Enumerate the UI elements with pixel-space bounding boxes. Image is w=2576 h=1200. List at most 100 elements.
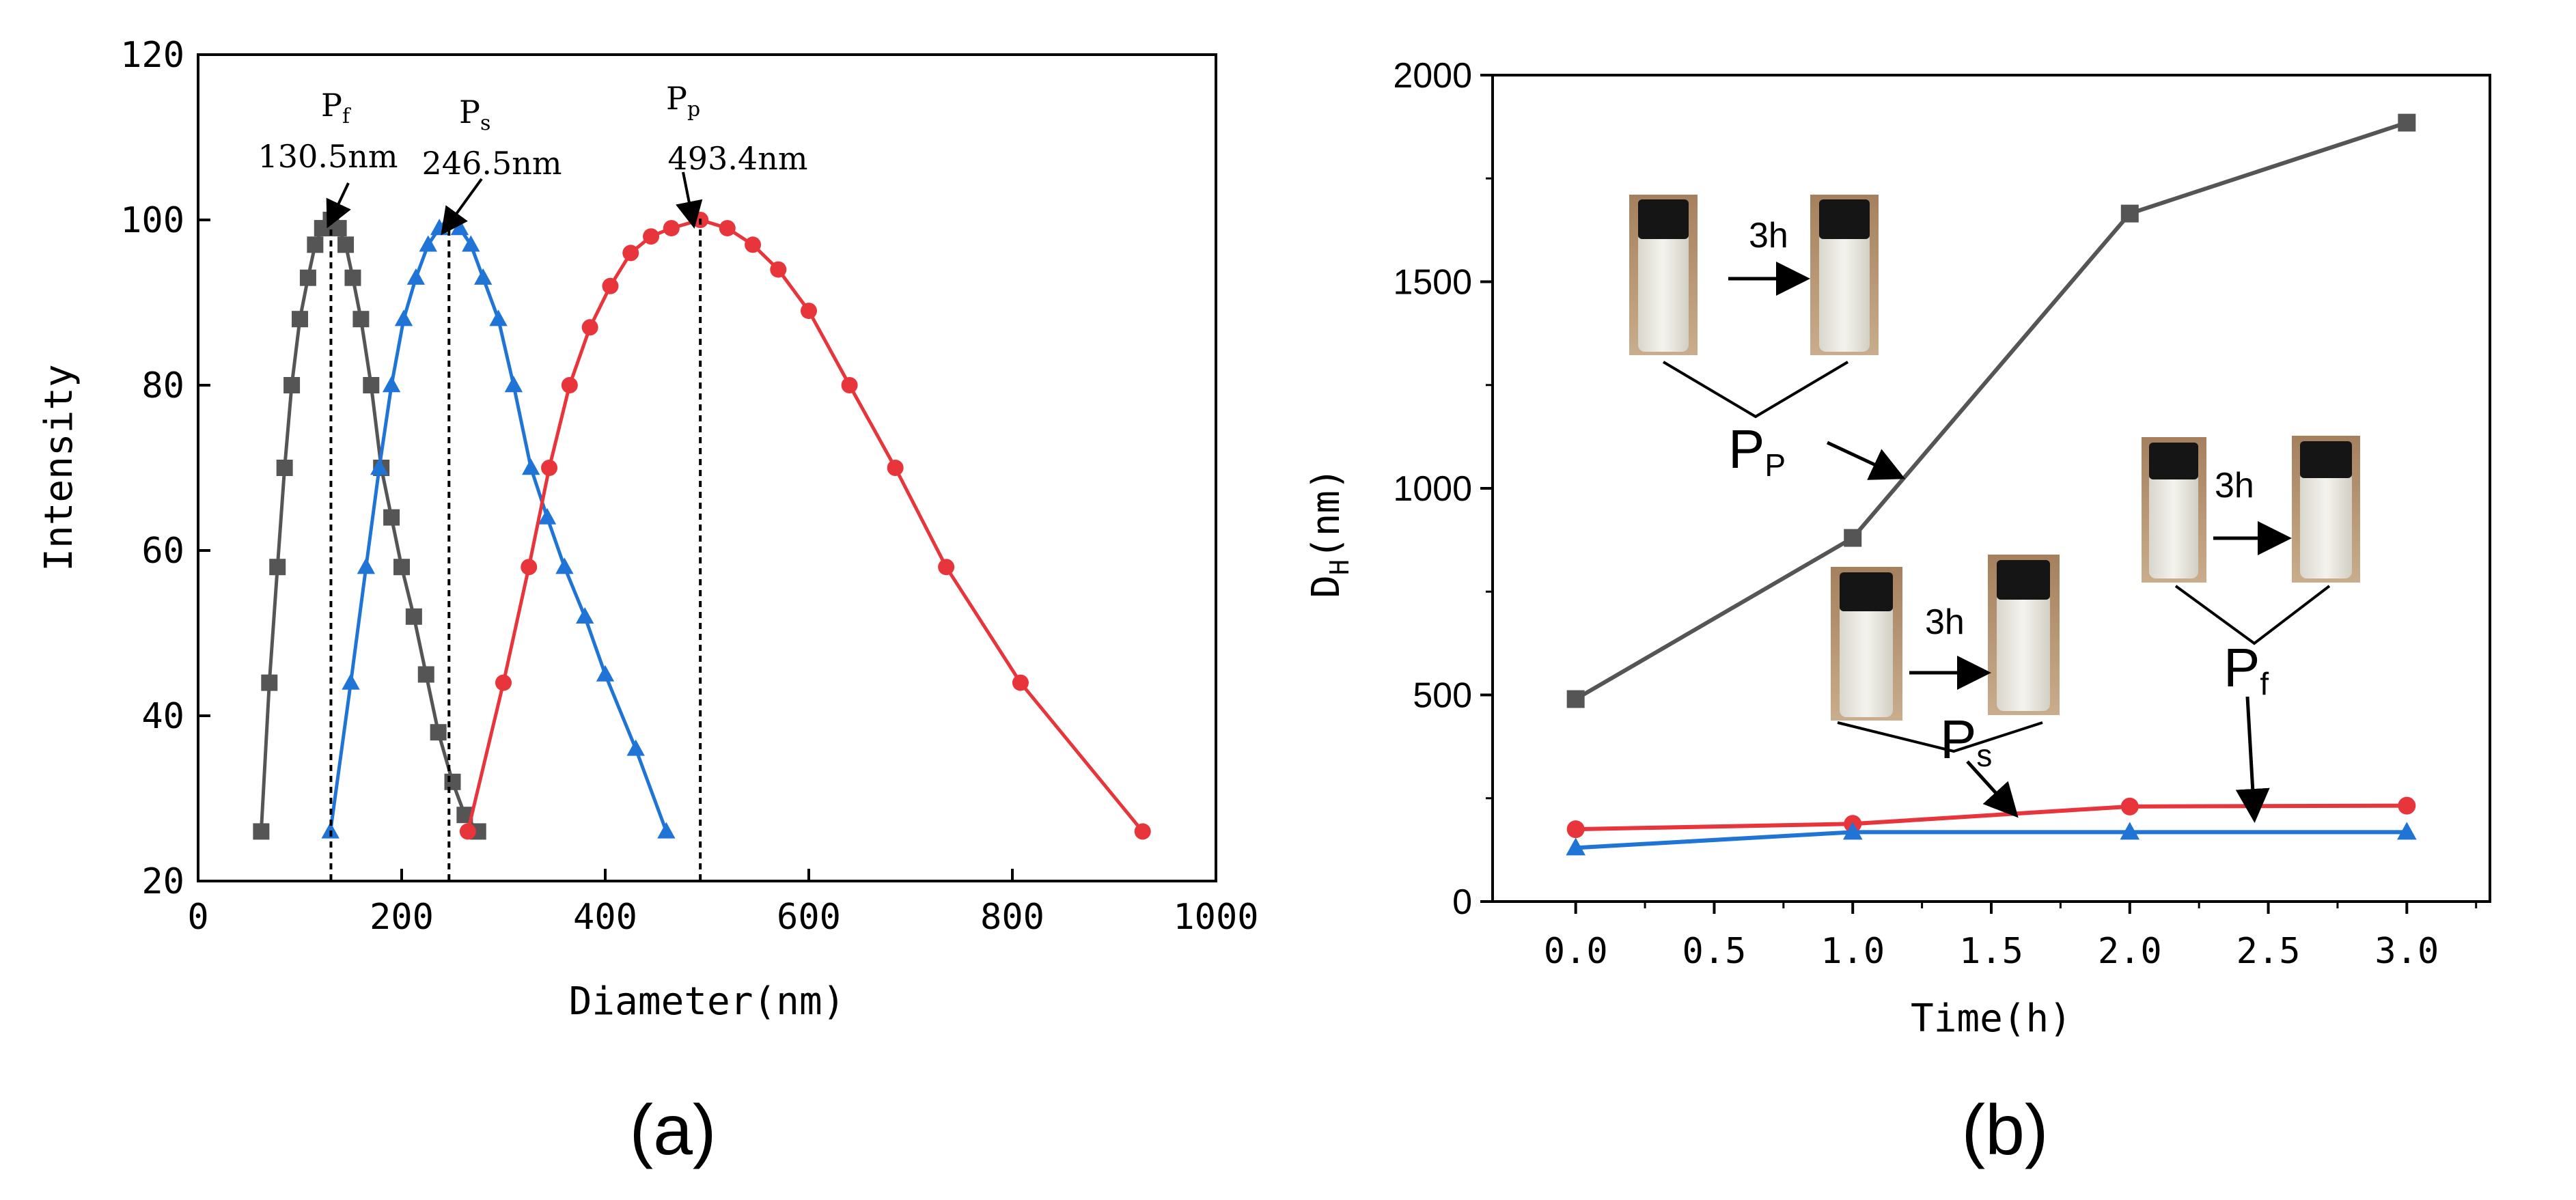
panel-a-point-pf xyxy=(330,220,347,237)
panel-a-xtick-label: 400 xyxy=(573,897,637,938)
panel-a-point-ps xyxy=(357,557,376,574)
panel-a-point-ps xyxy=(342,673,360,690)
panel-b-series xyxy=(1566,113,2417,856)
inset-ps-photo-before xyxy=(1831,567,1902,721)
panel-a-point-ps xyxy=(538,507,557,525)
panel-a-point-pp xyxy=(938,559,955,576)
panel-b-point-ps xyxy=(2397,822,2417,840)
panel-b-ytick-label: 1500 xyxy=(1393,263,1472,303)
inset-ps-label: Ps xyxy=(1940,709,1992,773)
inset-pp-bracket xyxy=(1662,361,1849,419)
panel-a-point-pf xyxy=(417,666,434,683)
panel-a-point-ps xyxy=(394,309,413,326)
panel-a-peak-name: Pf xyxy=(321,87,351,128)
panel-a-peak-arrow xyxy=(676,171,703,229)
panel-a-point-pf xyxy=(292,311,308,328)
panel-a-point-pp xyxy=(745,236,762,253)
panel-a-point-pf xyxy=(299,269,316,286)
inset-pf-time: 3h xyxy=(2215,466,2254,505)
panel-a-point-pf xyxy=(393,559,410,576)
inset-ps-photo-after xyxy=(1988,555,2060,715)
panel-a-plot-frame xyxy=(197,53,1217,882)
panel-b-xtick-label: 0.0 xyxy=(1544,931,1608,972)
panel-b-ylabel-sub: H xyxy=(1325,559,1355,575)
panel-a-ytick-label: 40 xyxy=(141,696,184,737)
panel-b-point-pp xyxy=(1566,690,1585,708)
panel-b-point-pp xyxy=(1844,529,1862,547)
panel-a-point-pp xyxy=(887,460,904,476)
panel-a-point-pf xyxy=(430,724,447,741)
panel-a-point-pp xyxy=(495,674,512,691)
panel-a-peak-value: 130.5nm xyxy=(258,138,398,175)
panel-a-peak-value: 493.4nm xyxy=(668,140,808,177)
panel-a-ylabel: Intensity xyxy=(37,364,81,571)
panel-a-peak-arrow xyxy=(441,178,483,236)
panel-a-point-pp xyxy=(602,277,619,294)
panel-a-xtick-label: 1000 xyxy=(1173,897,1258,938)
panel-a-xtick-label: 600 xyxy=(777,897,841,938)
panel-b-xlabel: Time(h) xyxy=(1911,996,2072,1041)
panel-a-ytick-label: 100 xyxy=(120,200,184,241)
panel-a-ytick-label: 80 xyxy=(141,365,184,406)
panel-a-ytick-label: 120 xyxy=(120,35,184,76)
panel-b-ytick-label: 1000 xyxy=(1393,469,1472,509)
panel-b-ytick-label: 0 xyxy=(1452,882,1472,922)
panel-a-xtick-label: 800 xyxy=(980,897,1044,938)
panel-b-line-ps xyxy=(1575,830,2407,850)
panel-a-point-pp xyxy=(1012,674,1029,691)
panel-a-ticks: 0 200 400 600 800 1000 20 40 60 80 100 120 xyxy=(120,35,1259,938)
panel-a-point-pp xyxy=(801,303,817,320)
inset-pp-pointer xyxy=(1826,441,1906,480)
panel-a-point-pf xyxy=(253,823,270,840)
panel-b-xtick-label: 1.0 xyxy=(1820,931,1885,972)
panel-b-xtick-label: 3.0 xyxy=(2374,931,2439,972)
panel-b-line-pp xyxy=(1575,120,2408,701)
panel-b-point-pf xyxy=(2120,797,2139,815)
panel-b-xtick-label: 2.5 xyxy=(2236,931,2301,972)
panel-b-ytick-label: 2000 xyxy=(1393,56,1472,96)
panel-a-point-pf xyxy=(405,608,422,625)
panel-b-xtick-label: 2.0 xyxy=(2098,931,2162,972)
panel-b-point-pf xyxy=(2398,796,2416,815)
panel-a-point-pf xyxy=(383,509,400,526)
panel-a-point-pf xyxy=(276,460,293,476)
inset-pp-photo-after xyxy=(1810,195,1879,355)
panel-a-series xyxy=(253,210,1151,840)
panel-a-point-pp xyxy=(521,559,538,576)
panel-b-line-pf xyxy=(1575,803,2407,832)
svg-text:DH(nm): DH(nm) xyxy=(1304,467,1355,598)
inset-pf-bracket xyxy=(2174,585,2331,645)
panel-b-ytick-label: 500 xyxy=(1413,676,1472,716)
inset-ps-bracket xyxy=(1837,721,2043,753)
panel-b-point-pp xyxy=(2398,113,2416,132)
panel-a-point-pp xyxy=(841,377,858,393)
panel-a-point-pp xyxy=(541,460,558,476)
panel-b-ylabel-unit: (nm) xyxy=(1304,467,1348,559)
inset-pp: 3h PP xyxy=(1629,195,1906,483)
panel-b-point-pf xyxy=(1566,820,1585,839)
panel-a-ytick-label: 20 xyxy=(141,861,184,902)
panel-a-peak-markers: Pf 130.5nm Ps 246.5nm Pp 493.4nm xyxy=(258,80,808,881)
panel-a-point-pf xyxy=(352,311,370,328)
panel-a-peak-arrow xyxy=(326,182,351,229)
panel-a-peak-value: 246.5nm xyxy=(422,145,562,182)
panel-a-point-ps xyxy=(382,376,401,393)
panel-b-xtick-label: 0.5 xyxy=(1682,931,1746,972)
panel-a-point-ps xyxy=(576,607,594,624)
panel-a-point-pf xyxy=(444,773,461,790)
panel-b-ticks: 0.0 0.5 1.0 1.5 2.0 2.5 3.0 0 500 1000 1500 2000 xyxy=(1393,56,2478,972)
inset-ps-pointer xyxy=(1966,760,2019,818)
panel-a-point-pp xyxy=(770,261,787,278)
panel-a-point-pf xyxy=(337,236,355,253)
panel-a-xtick-label: 0 xyxy=(187,897,208,938)
inset-ps: 3h Ps xyxy=(1831,555,2060,818)
panel-b-ylabel: DH(nm) xyxy=(1304,467,1355,598)
panel-a-point-pf xyxy=(307,236,324,253)
panel-a-point-pp xyxy=(581,319,598,336)
panel-a-point-pf xyxy=(283,377,301,393)
panel-b-point-ps xyxy=(1566,837,1585,856)
panel-a-point-pp xyxy=(622,245,639,262)
panel-a-point-ps xyxy=(406,268,426,285)
panel-a-point-pf xyxy=(344,269,361,286)
